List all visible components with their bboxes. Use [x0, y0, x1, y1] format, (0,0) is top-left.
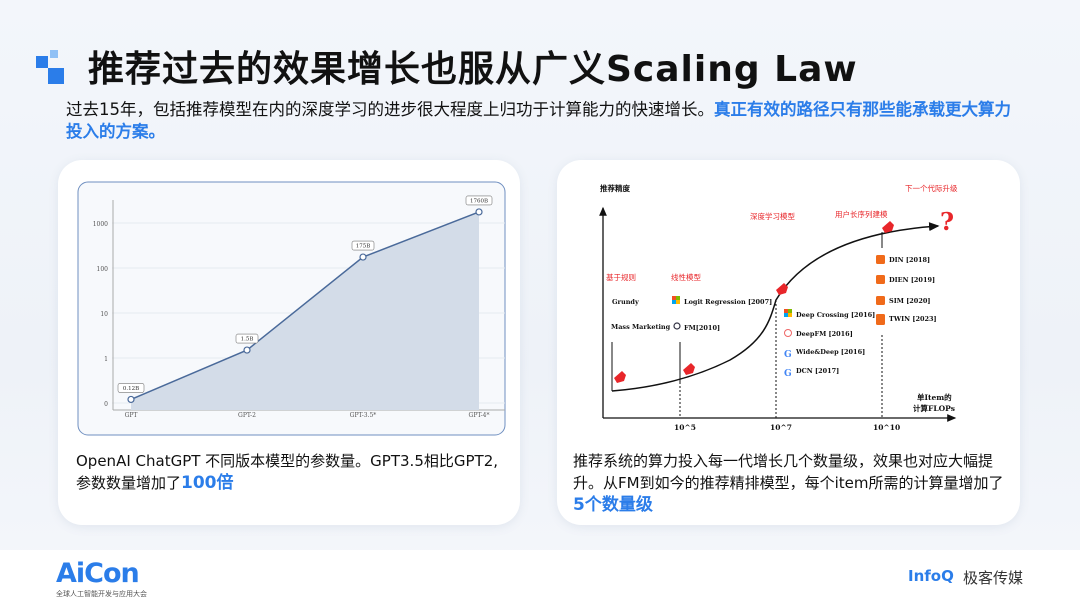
data-label-box: [117, 383, 145, 393]
data-point: [127, 395, 135, 404]
y-tick-label: 0: [104, 401, 108, 408]
kuaishou-icon: [876, 314, 885, 325]
model-label: DIN [2018]: [889, 256, 930, 264]
model-label: Grundy: [612, 298, 639, 306]
partner-name: 极客传媒: [963, 569, 1024, 587]
model-label: Mass Marketing: [611, 323, 671, 331]
data-label: 1.5B: [241, 337, 254, 343]
y-tick-label: 10: [100, 311, 108, 318]
pushpin-icon: [776, 283, 788, 295]
right-caption-text: 推荐系统的算力投入每一代增长几个数量级，效果也对应大幅提升。从FM到如今的推荐精…: [573, 452, 1004, 492]
pushpin-icon: [882, 221, 894, 233]
microsoft-icon: [784, 309, 792, 317]
title-decoration-icon: [36, 50, 64, 84]
huawei-icon: [784, 329, 792, 337]
x-tick: 10^7: [770, 423, 792, 432]
fm-icon: [673, 322, 681, 330]
data-point: [359, 253, 367, 261]
right-caption-highlight: 5个数量级: [573, 495, 653, 515]
stage-label: 深度学习模型: [750, 211, 795, 221]
area-fill: [131, 211, 479, 410]
data-label: 1760B: [470, 198, 488, 204]
google-icon: G: [784, 350, 792, 360]
left-caption: OpenAI ChatGPT 不同版本模型的参数量。GPT3.5相比GPT2,参…: [76, 450, 506, 494]
data-point: [243, 346, 251, 354]
question-mark: ?: [940, 207, 954, 236]
infoq-logo: InfoQ: [908, 567, 954, 585]
google-icon: G: [784, 369, 792, 379]
page-title: 推荐过去的效果增长也服从广义Scaling Law: [88, 49, 858, 90]
diagram-x-label: 计算FLOPs: [913, 403, 955, 413]
x-tick-label: GPT-2: [238, 412, 256, 419]
pushpin-icon: [614, 371, 626, 386]
data-point: [475, 208, 483, 216]
model-label: SIM [2020]: [889, 297, 930, 305]
stage-label: 线性模型: [671, 272, 701, 282]
alibaba-icon: [876, 275, 885, 284]
model-label: Wide&Deep [2016]: [795, 348, 865, 356]
subtitle-text: 过去15年，包括推荐模型在内的深度学习的进步很大程度上归功于计算能力的快速增长。: [66, 100, 714, 119]
left-caption-text: OpenAI ChatGPT 不同版本模型的参数量。GPT3.5相比GPT2,参…: [76, 452, 499, 492]
subtitle: 过去15年，包括推荐模型在内的深度学习的进步很大程度上归功于计算能力的快速增长。…: [66, 99, 1026, 143]
x-tick-label: GPT-4*: [469, 412, 490, 419]
subtitle-highlight: 真正有效的路径只有那些能承载更大算力投入的方案。: [66, 100, 1011, 141]
y-tick-label: 100: [97, 266, 109, 273]
microsoft-icon: [672, 296, 680, 304]
pushpin-icon: [683, 363, 695, 375]
alibaba-icon: [876, 296, 885, 305]
diagram-y-label: 推荐精度: [600, 183, 630, 193]
alibaba-icon: [876, 255, 885, 264]
footer: [0, 550, 1080, 606]
model-label: FM[2010]: [684, 324, 720, 332]
y-tick-label: 1: [104, 356, 108, 363]
aicon-logo: AiCon: [56, 558, 140, 589]
stage-label: 用户长序列建模: [835, 209, 888, 219]
right-caption: 推荐系统的算力投入每一代增长几个数量级，效果也对应大幅提升。从FM到如今的推荐精…: [573, 450, 1008, 516]
data-label-box: [351, 240, 375, 251]
x-tick: 10^5: [674, 423, 696, 432]
model-label: Deep Crossing [2016]: [796, 311, 875, 319]
data-label-box: [465, 195, 493, 206]
stage-label: 基于规则: [606, 272, 636, 282]
y-tick-label: 1000: [93, 221, 108, 228]
model-label: Logit Regression [2007]: [684, 298, 772, 306]
data-label-box: [235, 333, 259, 344]
aicon-subtitle: 全球人工智能开发与应用大会: [56, 590, 147, 598]
x-tick-label: GPT-3.5*: [350, 412, 377, 419]
left-caption-highlight: 100倍: [181, 473, 234, 493]
x-tick: 10^10: [873, 423, 900, 432]
model-label: TWIN [2023]: [889, 315, 937, 323]
diagram-x-label: 单Item的: [917, 392, 952, 402]
recsys-card: [557, 160, 1020, 525]
x-tick-label: GPT: [125, 412, 138, 419]
data-label: 0.12B: [123, 386, 139, 392]
series-line: [130, 211, 480, 401]
model-label: DIEN [2019]: [889, 276, 935, 284]
stage-label: 下一个代际升级: [905, 183, 958, 193]
model-label: DCN [2017]: [796, 367, 839, 375]
data-label: 175B: [356, 244, 371, 250]
scaling-curve: [611, 222, 940, 392]
model-label: DeepFM [2016]: [796, 330, 853, 338]
